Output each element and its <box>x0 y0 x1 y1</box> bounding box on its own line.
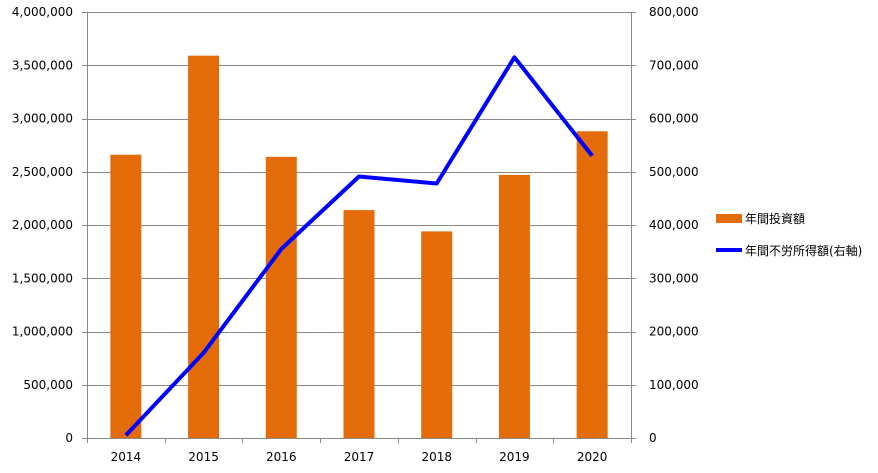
right-tick-label-5: 500,000 <box>649 165 699 179</box>
right-tick-label-6: 600,000 <box>649 112 699 126</box>
left-tick-label-3: 1,500,000 <box>12 271 73 285</box>
right-tick-label-2: 200,000 <box>649 325 699 339</box>
legend-label-investment: 年間投資額 <box>745 211 806 226</box>
axes <box>82 12 636 443</box>
legend-swatch-line <box>716 248 742 252</box>
right-tick-label-1: 100,000 <box>649 378 699 392</box>
x-tick-label-2015: 2015 <box>188 450 219 464</box>
bar-2019 <box>498 174 530 438</box>
left-tick-label-2: 1,000,000 <box>12 325 73 339</box>
legend-item-passive-income: 年間不労所得額(右軸) <box>716 242 862 258</box>
left-tick-label-0: 0 <box>65 431 73 445</box>
line-passive-income <box>124 55 594 437</box>
right-tick-label-7: 700,000 <box>649 58 699 72</box>
bar-2014 <box>110 154 142 438</box>
right-tick-label-0: 0 <box>649 431 657 445</box>
x-tick-label-2016: 2016 <box>266 450 297 464</box>
bar-2015 <box>188 55 220 438</box>
left-tick-label-7: 3,500,000 <box>12 58 73 72</box>
bar-2018 <box>421 231 453 438</box>
legend-item-investment: 年間投資額 <box>716 210 862 226</box>
left-tick-label-1: 500,000 <box>23 378 73 392</box>
right-tick-label-8: 800,000 <box>649 5 699 19</box>
right-tick-label-3: 300,000 <box>649 271 699 285</box>
left-tick-label-4: 2,000,000 <box>12 218 73 232</box>
bar-2017 <box>343 210 375 438</box>
line-series <box>124 55 594 437</box>
bar-series <box>110 55 608 438</box>
x-tick-label-2014: 2014 <box>111 450 142 464</box>
x-tick-label-2019: 2019 <box>499 450 530 464</box>
left-tick-label-5: 2,500,000 <box>12 165 73 179</box>
x-tick-label-2017: 2017 <box>344 450 375 464</box>
left-tick-label-6: 3,000,000 <box>12 112 73 126</box>
left-tick-label-8: 4,000,000 <box>12 5 73 19</box>
bar-2020 <box>576 131 608 438</box>
legend-swatch-bar <box>716 213 742 223</box>
right-tick-label-4: 400,000 <box>649 218 699 232</box>
tick-labels: 0 500,000 1,000,000 1,500,000 2,000,000 2,500… <box>12 5 699 464</box>
bar-2016 <box>265 156 297 438</box>
legend: 年間投資額 年間不労所得額(右軸) <box>716 210 862 274</box>
legend-label-passive-income: 年間不労所得額(右軸) <box>745 243 863 258</box>
x-tick-label-2018: 2018 <box>421 450 452 464</box>
x-tick-label-2020: 2020 <box>577 450 608 464</box>
